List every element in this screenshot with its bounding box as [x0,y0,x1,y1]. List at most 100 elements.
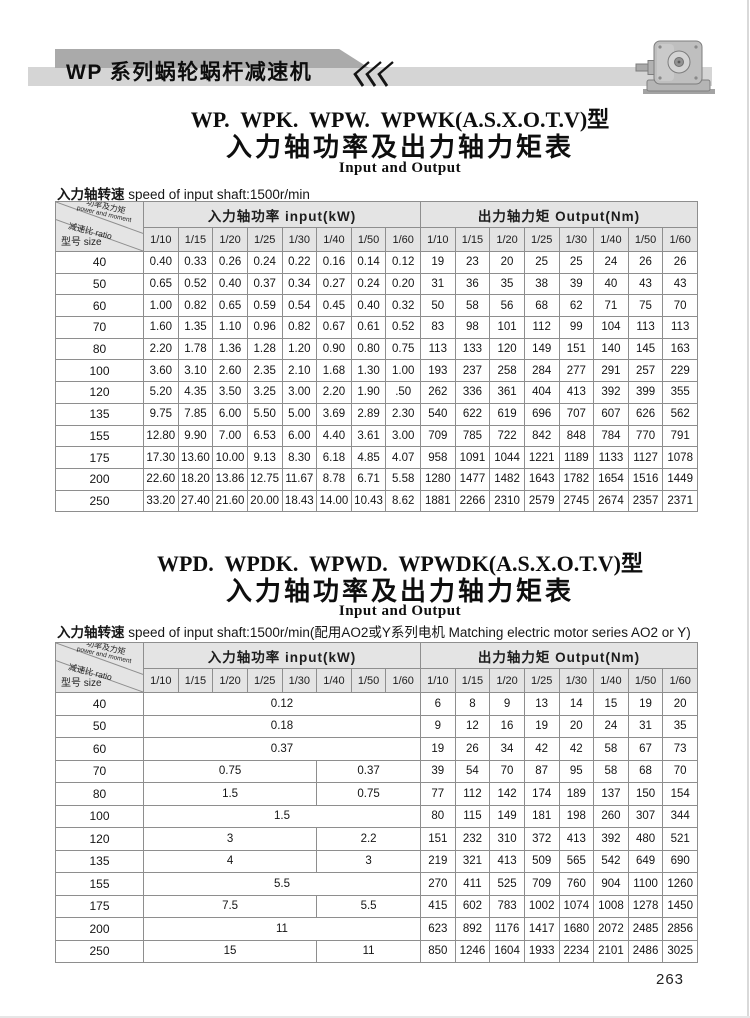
input-cell: 6.00 [281,424,318,448]
table-row: 50 0.18 9 12 16 19 20 24 31 35 [55,714,698,738]
input-cell: 2.2 [316,827,421,851]
section2-title-models: WPD. WPDK. WPWD. WPWDK(A.S.X.O.T.V)型 [156,551,644,576]
input-cell: 0.45 [316,294,352,318]
input-cell: 22.60 [143,467,179,491]
output-cell: 1044 [489,446,525,469]
input-cell: 5.20 [143,381,179,404]
output-cell: 115 [454,804,491,828]
table-row: 80 1.5 0.75 77 112 142 174 189 137 150 154 [55,782,698,806]
output-torque-header: 出力轴力矩 Output(Nm) [420,201,698,228]
output-cell: 1482 [489,467,525,491]
input-cell: 12.80 [143,424,179,448]
ratio-label: 1/40 [316,227,352,252]
output-cell: 1091 [454,446,491,469]
output-cell: 101 [489,316,525,339]
output-cell: 113 [420,337,456,361]
note-cn-label: 入力轴转速 [57,625,125,640]
output-cell: 70 [489,759,525,783]
header-band-dark [55,49,369,68]
table-row: 175 7.5 5.5 415 602 783 1002 1074 1008 1278 1450 [55,894,698,918]
input-cell: 0.37 [143,737,421,761]
output-cell: 372 [523,827,560,851]
ratio-header-row: 1/10 1/15 1/20 1/25 1/30 1/40 1/50 1/60 1/10 1/15… [56,227,698,252]
output-cell: 67 [627,737,664,761]
output-cell: 15 [593,692,629,716]
size-cell: 100 [55,804,144,828]
output-cell: 1516 [627,467,664,491]
output-cell: 480 [627,827,664,851]
output-cell: 1100 [627,872,664,896]
table-row: 175 17.30 13.60 10.00 9.13 8.30 6.18 4.85 4.07 95… [55,446,698,469]
output-cell: 785 [454,424,491,448]
output-cell: 19 [627,692,664,716]
ratio-label: 1/10 [420,227,456,252]
size-cell: 60 [55,737,144,761]
size-cell: 250 [55,939,144,963]
ratio-label: 1/10 [143,668,179,693]
output-cell: 58 [593,737,629,761]
input-cell: 0.26 [212,251,248,274]
output-cell: 1221 [523,446,560,469]
output-cell: 6 [420,692,456,716]
size-cell: 200 [55,467,144,491]
output-cell: 392 [593,381,629,404]
output-cell: 2371 [662,489,698,513]
ratio-label: 1/15 [177,668,214,693]
output-cell: 411 [454,872,491,896]
input-cell: 5.50 [246,402,283,426]
input-cell: 0.20 [385,272,421,296]
input-cell: 10.43 [350,489,387,513]
output-cell: 87 [523,759,560,783]
output-cell: 1604 [489,939,525,963]
output-cell: 232 [454,827,491,851]
output-cell: 9 [420,714,456,738]
ratio-label: 1/50 [627,227,664,252]
output-cell: 104 [593,316,629,339]
table-row: 135 9.75 7.85 6.00 5.50 5.00 3.69 2.89 2.30 540 62… [55,402,698,426]
output-cell: 39 [420,759,456,783]
output-cell: 26 [454,737,491,761]
output-cell: 151 [558,337,595,361]
input-power-header: 入力轴功率 input(kW) [143,642,421,669]
input-output-table-1: 功率及力矩 power and moment 减速比 ratio 型号 size 入力轴… [55,201,698,513]
output-cell: 2745 [558,489,595,513]
output-cell: 1450 [662,894,698,918]
ratio-label: 1/15 [177,227,214,252]
output-cell: 140 [593,337,629,361]
output-cell: 142 [489,782,525,806]
output-cell: 783 [489,894,525,918]
output-cell: 120 [489,337,525,361]
input-cell: 18.20 [177,467,214,491]
output-cell: 198 [558,804,595,828]
output-cell: 219 [420,849,456,873]
output-cell: 193 [420,359,456,383]
input-cell: 2.60 [212,359,248,383]
corner-size-label: 型号 size [61,678,102,689]
input-cell: 4 [142,849,318,873]
input-cell: 0.52 [177,272,214,296]
input-cell: 4.40 [316,424,352,448]
input-cell: 4.07 [385,446,421,469]
input-cell: 1.36 [212,337,248,361]
size-cell: 40 [55,692,144,716]
output-cell: 9 [489,692,525,716]
corner-size-label: 型号 size [61,237,102,248]
output-cell: 75 [627,294,664,318]
output-cell: 19 [420,251,456,274]
output-cell: 113 [627,316,664,339]
output-cell: 154 [662,782,698,806]
size-cell: 50 [55,714,144,738]
output-cell: 71 [593,294,629,318]
output-cell: 12 [454,714,491,738]
input-cell: 0.16 [316,251,352,274]
output-cell: 98 [454,316,491,339]
output-cell: 344 [662,804,698,828]
output-cell: 149 [523,337,560,361]
input-cell: 3.61 [350,424,387,448]
section1-title-en: Input and Output [338,160,462,176]
output-cell: 307 [627,804,664,828]
output-cell: 99 [558,316,595,339]
output-cell: 760 [558,872,595,896]
input-cell: 9.90 [177,424,214,448]
